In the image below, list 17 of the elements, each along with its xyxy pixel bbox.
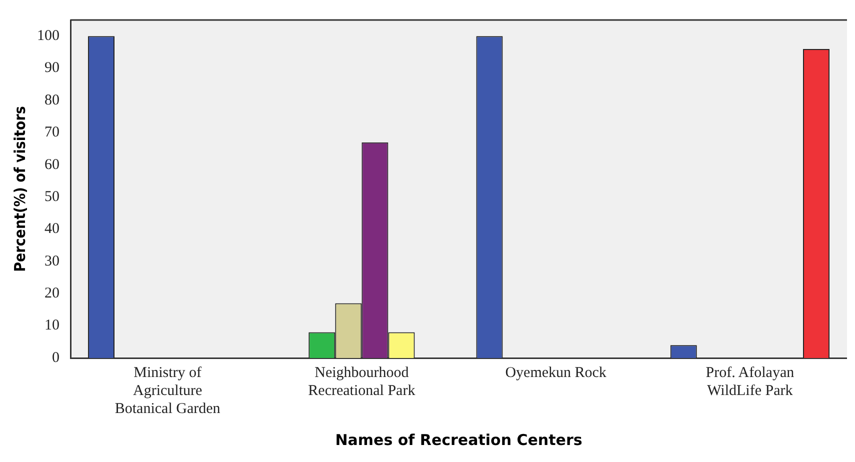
y-axis-title: Percent(%) of visitors bbox=[10, 106, 29, 272]
y-tick-label: 50 bbox=[44, 188, 60, 205]
y-tick-label: 80 bbox=[44, 92, 60, 108]
y-tick-label: 20 bbox=[44, 286, 60, 302]
y-tick-label: 30 bbox=[44, 253, 60, 270]
x-tick-label: Prof. Afolayan WildLife Park bbox=[706, 364, 795, 399]
y-tick-label: 90 bbox=[44, 60, 60, 76]
y-tick-label: 0 bbox=[52, 350, 60, 366]
x-tick-label: Neighbourhood Recreational Park bbox=[308, 364, 416, 399]
y-tick-label: 10 bbox=[44, 318, 60, 334]
y-tick-label: 100 bbox=[37, 28, 60, 44]
y-tick-label: 40 bbox=[44, 221, 60, 238]
x-tick-label: Oyemekun Rock bbox=[505, 364, 607, 381]
x-tick-label: Ministry of Agriculture Botanical Garden bbox=[114, 364, 221, 417]
x-axis-title: Names of Recreation Centers bbox=[335, 430, 582, 449]
y-tick-label: 60 bbox=[44, 156, 60, 173]
y-tick-label: 70 bbox=[44, 124, 60, 141]
